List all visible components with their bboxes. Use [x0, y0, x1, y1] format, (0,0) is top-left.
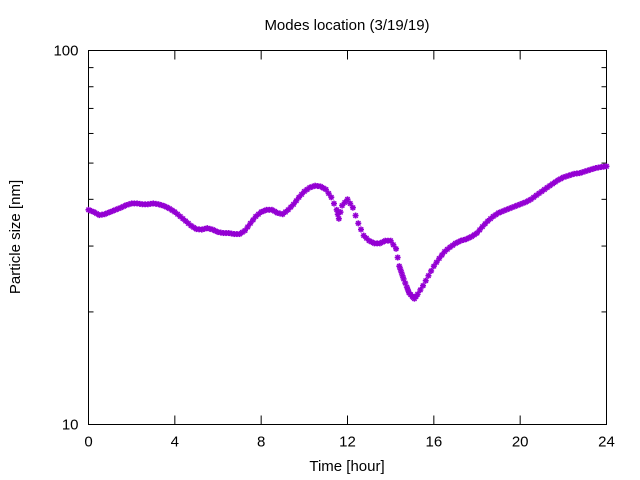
data-points: [85, 163, 610, 302]
data-point: [417, 286, 424, 293]
axis-ticks: [88, 50, 607, 425]
x-tick-label: 8: [257, 434, 265, 451]
data-point: [331, 200, 338, 207]
data-point: [355, 220, 362, 227]
x-axis-label: Time [hour]: [309, 458, 384, 475]
data-point: [328, 194, 335, 201]
data-point: [422, 277, 429, 284]
data-point: [290, 201, 297, 208]
data-point: [349, 204, 356, 211]
data-point: [357, 226, 364, 233]
x-tick-label: 4: [171, 434, 179, 451]
data-point: [414, 291, 421, 298]
y-tick-label: 100: [53, 43, 78, 60]
chart-title: Modes location (3/19/19): [264, 17, 429, 34]
data-point: [430, 263, 437, 270]
data-point: [322, 186, 329, 193]
data-point: [425, 272, 432, 279]
data-point: [247, 220, 254, 227]
data-point: [428, 267, 435, 274]
data-point: [182, 218, 189, 225]
data-point: [337, 209, 344, 216]
data-point: [325, 190, 332, 197]
data-point: [603, 163, 610, 170]
data-point: [344, 196, 351, 203]
x-tick-label: 16: [425, 434, 442, 451]
x-tick-label: 20: [512, 434, 529, 451]
data-point: [393, 245, 400, 252]
y-tick-label: 10: [62, 417, 79, 434]
x-tick-label: 0: [84, 434, 92, 451]
data-point: [420, 282, 427, 289]
data-point: [390, 241, 397, 248]
plot-frame: [88, 50, 607, 425]
x-tick-label: 12: [339, 434, 356, 451]
data-point: [433, 259, 440, 266]
data-point: [347, 200, 354, 207]
x-tick-labels: 0 4 8 12 16 20 24: [84, 434, 615, 451]
y-axis-label: Particle size [nm]: [7, 180, 24, 294]
data-point: [394, 254, 401, 261]
data-point: [387, 237, 394, 244]
x-tick-label: 24: [598, 434, 615, 451]
data-point: [352, 212, 359, 219]
data-point: [335, 215, 342, 222]
y-tick-labels: 10 100: [53, 43, 78, 434]
data-point: [581, 168, 588, 175]
